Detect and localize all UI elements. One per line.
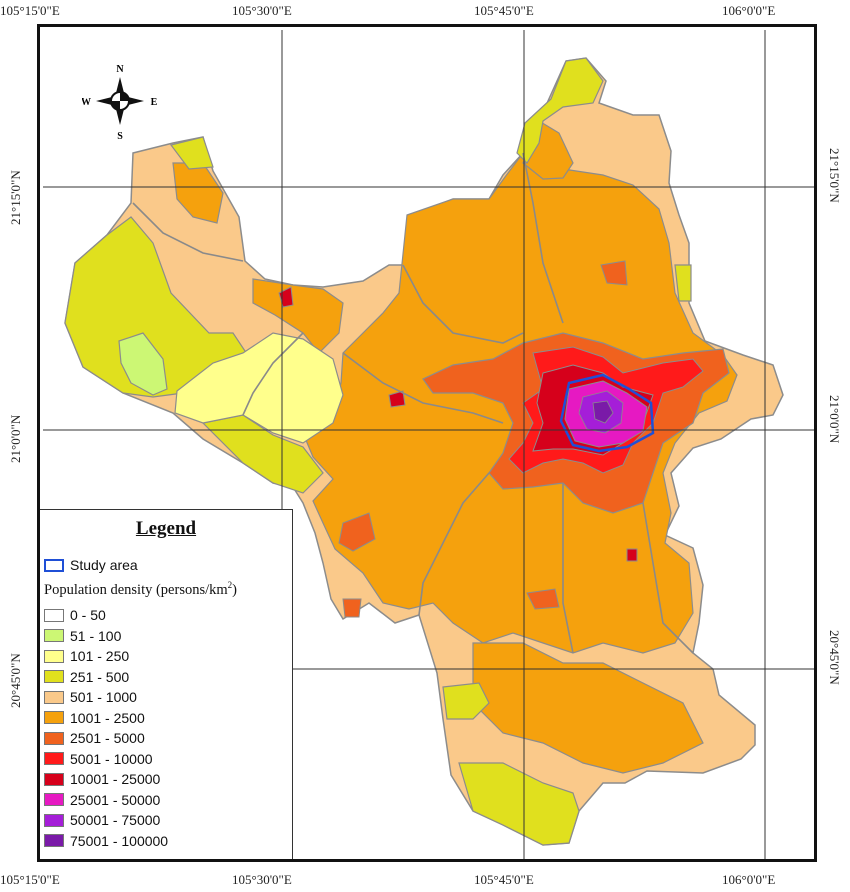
right-tick-3: 20°45'0"N bbox=[827, 630, 842, 685]
right-tick-2: 21°0'0"N bbox=[827, 395, 842, 444]
legend-class-label: 10001 - 25000 bbox=[70, 771, 161, 787]
region-251-500-sw2 bbox=[442, 682, 490, 720]
legend-swatch bbox=[44, 711, 64, 724]
region-251-500-nw bbox=[169, 136, 214, 170]
legend-class-label: 2501 - 5000 bbox=[70, 730, 145, 746]
region-251-500-north bbox=[516, 57, 604, 164]
legend-study-area: Study area bbox=[44, 556, 138, 574]
study-area-label: Study area bbox=[70, 557, 138, 573]
legend-swatch bbox=[44, 731, 64, 745]
region-251-500-ne bbox=[674, 264, 692, 302]
region-251-500-south bbox=[458, 762, 580, 846]
district-boundaries bbox=[132, 152, 694, 654]
region-10001-25000-s bbox=[626, 548, 638, 562]
region-2501-5000-w2 bbox=[342, 598, 362, 618]
legend-class-row: 251 - 500 bbox=[44, 668, 129, 686]
bottom-tick-4: 106°0'0"E bbox=[722, 872, 776, 887]
legend-class-label: 101 - 250 bbox=[70, 648, 130, 664]
legend-swatch bbox=[44, 608, 64, 622]
top-tick-2: 105°30'0"E bbox=[232, 3, 292, 18]
legend-class-row: 2501 - 5000 bbox=[44, 729, 145, 747]
legend-class-row: 1001 - 2500 bbox=[44, 709, 145, 727]
compass-w: W bbox=[82, 97, 91, 108]
top-tick-1: 105°15'0"E bbox=[0, 3, 60, 18]
legend-swatch bbox=[44, 834, 64, 847]
region-51-100 bbox=[118, 332, 168, 396]
legend-class-label: 0 - 50 bbox=[70, 607, 106, 623]
legend-class-row: 75001 - 100000 bbox=[44, 832, 168, 850]
region-2501-5000-n bbox=[600, 260, 628, 286]
region-10001-25000-w3 bbox=[388, 390, 406, 408]
legend-swatch bbox=[44, 629, 64, 642]
region-south-orange bbox=[472, 642, 704, 774]
bottom-tick-3: 105°45'0"E bbox=[474, 872, 534, 887]
legend-swatch bbox=[44, 649, 64, 663]
bottom-tick-1: 105°15'0"E bbox=[0, 872, 60, 887]
graticule bbox=[43, 30, 814, 859]
legend-class-label: 5001 - 10000 bbox=[70, 750, 153, 767]
map-canvas bbox=[43, 30, 814, 859]
legend-class-label: 501 - 1000 bbox=[70, 689, 137, 705]
legend-swatch bbox=[44, 752, 64, 765]
region-west-orange bbox=[252, 278, 344, 354]
legend-class-row: 501 - 1000 bbox=[44, 688, 137, 706]
legend-class-row: 51 - 100 bbox=[44, 627, 121, 645]
study-area-swatch bbox=[44, 558, 64, 572]
legend-swatch bbox=[44, 772, 64, 786]
bottom-tick-2: 105°30'0"E bbox=[232, 872, 292, 887]
legend-box: Legend Study area Population density (pe… bbox=[40, 509, 293, 859]
right-tick-1: 21°15'0"N bbox=[827, 148, 842, 203]
map-frame: N S W E Legend Study area Population den… bbox=[37, 24, 817, 862]
legend-swatch bbox=[44, 670, 64, 683]
legend-class-row: 10001 - 25000 bbox=[44, 770, 160, 788]
compass-e: E bbox=[151, 97, 158, 108]
top-tick-4: 106°0'0"E bbox=[722, 3, 776, 18]
north-arrow-compass: N S W E bbox=[81, 57, 158, 143]
legend-class-row: 25001 - 50000 bbox=[44, 791, 160, 809]
legend-class-label: 75001 - 100000 bbox=[70, 832, 169, 849]
region-75001-100000 bbox=[592, 400, 614, 424]
left-tick-3: 20°45'0"N bbox=[8, 653, 23, 708]
left-tick-2: 21°0'0"N bbox=[8, 414, 23, 463]
legend-class-label: 50001 - 75000 bbox=[70, 812, 161, 828]
region-101-250 bbox=[174, 332, 344, 444]
legend-class-row: 50001 - 75000 bbox=[44, 811, 160, 829]
legend-class-row: 5001 - 10000 bbox=[44, 750, 153, 768]
study-area-outline bbox=[559, 373, 655, 453]
legend-class-label: 51 - 100 bbox=[70, 627, 122, 644]
region-2501-5000-south bbox=[526, 588, 560, 610]
legend-title: Legend bbox=[135, 518, 197, 539]
compass-s: S bbox=[117, 131, 123, 142]
region-2501-5000-west bbox=[338, 512, 376, 552]
compass-icon: N S W E bbox=[81, 64, 158, 142]
legend-class-label: 251 - 500 bbox=[70, 668, 130, 685]
legend-class-row: 101 - 250 bbox=[44, 647, 129, 665]
compass-n: N bbox=[116, 64, 124, 75]
density-title: Population density (persons/km2) bbox=[44, 580, 238, 598]
top-tick-3: 105°45'0"E bbox=[474, 3, 534, 18]
left-tick-1: 21°15'0"N bbox=[8, 170, 23, 225]
legend-swatch bbox=[44, 690, 64, 704]
legend-class-row: 0 - 50 bbox=[44, 606, 106, 624]
legend-swatch bbox=[44, 813, 64, 827]
legend-class-label: 1001 - 2500 bbox=[70, 709, 145, 726]
legend-class-label: 25001 - 50000 bbox=[70, 791, 161, 808]
legend-swatch bbox=[44, 793, 64, 806]
